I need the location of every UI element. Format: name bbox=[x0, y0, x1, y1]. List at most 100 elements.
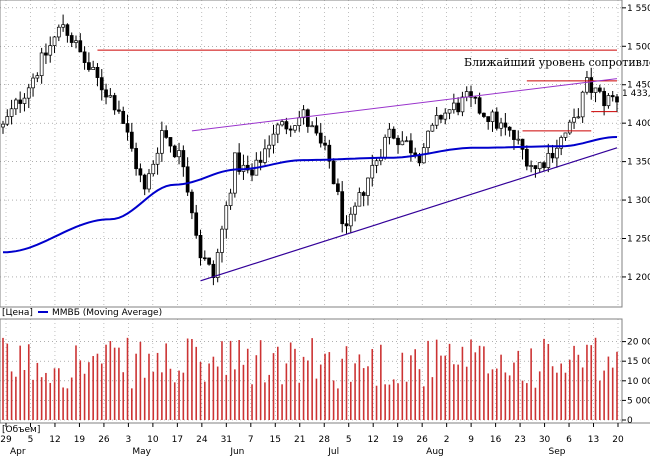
date-tick-label: 10 bbox=[147, 435, 159, 445]
candle-body bbox=[357, 192, 362, 207]
candle-body bbox=[112, 95, 117, 111]
candle-body bbox=[293, 125, 297, 131]
candle-body bbox=[138, 168, 143, 176]
candle-body bbox=[383, 136, 387, 159]
candle-body bbox=[555, 147, 559, 159]
candle-body bbox=[430, 124, 435, 132]
candle-body bbox=[327, 144, 332, 162]
date-tick-label: 26 bbox=[98, 435, 110, 445]
candle-body bbox=[370, 165, 375, 179]
date-tick-label: 12 bbox=[49, 435, 60, 445]
volume-tick-label: 0 bbox=[627, 416, 633, 426]
candle-body bbox=[353, 205, 357, 215]
price-tick-label: 1 250 bbox=[627, 234, 650, 244]
candle-body bbox=[69, 35, 74, 43]
trend-lines bbox=[2, 49, 618, 282]
candle-body bbox=[168, 137, 173, 147]
last-price-label: 1 433, bbox=[622, 89, 650, 99]
date-tick-label: 9 bbox=[468, 435, 474, 445]
candle-body bbox=[220, 228, 224, 253]
month-label: Sep bbox=[549, 447, 566, 456]
candle-body bbox=[280, 121, 284, 126]
candle-body bbox=[228, 192, 233, 206]
candle-body bbox=[224, 205, 229, 230]
candle-body bbox=[340, 191, 345, 225]
candle-body bbox=[74, 40, 78, 43]
candle-body bbox=[331, 160, 336, 185]
candle-body bbox=[181, 150, 186, 168]
date-tick-label: 19 bbox=[392, 435, 404, 445]
date-tick-label: 3 bbox=[126, 435, 132, 445]
date-tick-label: 31 bbox=[221, 435, 232, 445]
candle-body bbox=[323, 142, 327, 146]
candle-body bbox=[306, 109, 310, 127]
ma-legend-label: ММВБ (Moving Average) bbox=[52, 308, 162, 318]
candle-body bbox=[160, 130, 164, 154]
price-tick-label: 1 450 bbox=[627, 81, 650, 91]
candle-body bbox=[26, 87, 31, 99]
date-tick-label: 21 bbox=[294, 435, 305, 445]
candle-body bbox=[134, 148, 138, 170]
candle-body bbox=[387, 128, 392, 138]
candle-body bbox=[576, 116, 581, 119]
candle-body bbox=[464, 91, 469, 98]
candle-body bbox=[434, 115, 439, 126]
month-label: Aug bbox=[426, 447, 444, 456]
candle-body bbox=[597, 87, 602, 92]
candle-body bbox=[520, 138, 525, 150]
candle-body bbox=[512, 129, 516, 140]
month-label: Jul bbox=[327, 447, 339, 456]
candle-body bbox=[1, 123, 5, 128]
candle-body bbox=[78, 40, 83, 53]
candle-body bbox=[426, 130, 430, 149]
candle-body bbox=[288, 128, 293, 131]
date-tick-label: 26 bbox=[416, 435, 428, 445]
candle-body bbox=[22, 97, 27, 104]
candle-body bbox=[129, 131, 134, 149]
candle-body bbox=[486, 116, 491, 122]
candle-body bbox=[267, 144, 272, 150]
candle-body bbox=[507, 126, 512, 131]
volume-tick-label: 10 000 bbox=[627, 377, 650, 387]
volume-tick-label: 5 000 bbox=[627, 396, 650, 406]
candle-body bbox=[52, 36, 57, 46]
candle-body bbox=[563, 132, 568, 138]
candle-body bbox=[117, 109, 121, 112]
candle-body bbox=[477, 97, 482, 114]
candle-body bbox=[5, 116, 10, 125]
candle-body bbox=[490, 111, 495, 122]
candle-body bbox=[348, 213, 353, 227]
candle-body bbox=[275, 124, 280, 135]
channel-lower-line bbox=[200, 147, 618, 282]
date-tick-label: 7 bbox=[248, 435, 254, 445]
candle-body bbox=[35, 75, 40, 79]
candle-body bbox=[147, 173, 151, 190]
candle-body bbox=[31, 77, 35, 89]
candle-body bbox=[14, 99, 18, 110]
channel-upper-line bbox=[191, 78, 618, 132]
candle-body bbox=[533, 165, 538, 170]
candle-body bbox=[9, 108, 14, 117]
candle-body bbox=[185, 166, 190, 193]
candle-body bbox=[447, 109, 452, 114]
candle-body bbox=[550, 152, 555, 159]
candle-body bbox=[87, 62, 91, 70]
candle-body bbox=[366, 177, 370, 196]
candle-body bbox=[546, 152, 551, 168]
candle-body bbox=[108, 95, 113, 98]
candle-body bbox=[516, 138, 521, 141]
candles bbox=[1, 14, 619, 286]
candle-body bbox=[211, 263, 216, 278]
candle-body bbox=[95, 66, 100, 78]
date-tick-label: 30 bbox=[539, 435, 551, 445]
candle-body bbox=[82, 51, 87, 63]
resistance-annotation: Ближайший уровень сопротивлен bbox=[464, 56, 650, 69]
price-panel-frame bbox=[0, 0, 623, 308]
candle-body bbox=[250, 169, 254, 176]
volume-tick-label: 15 000 bbox=[627, 357, 650, 367]
candle-body bbox=[606, 95, 611, 107]
candle-body bbox=[39, 52, 44, 77]
axes: 1 200 1 250 1 300 1 350 1 400 1 450 1 500 1 550… bbox=[0, 4, 650, 456]
candle-body bbox=[237, 152, 242, 172]
candle-body bbox=[529, 165, 533, 167]
